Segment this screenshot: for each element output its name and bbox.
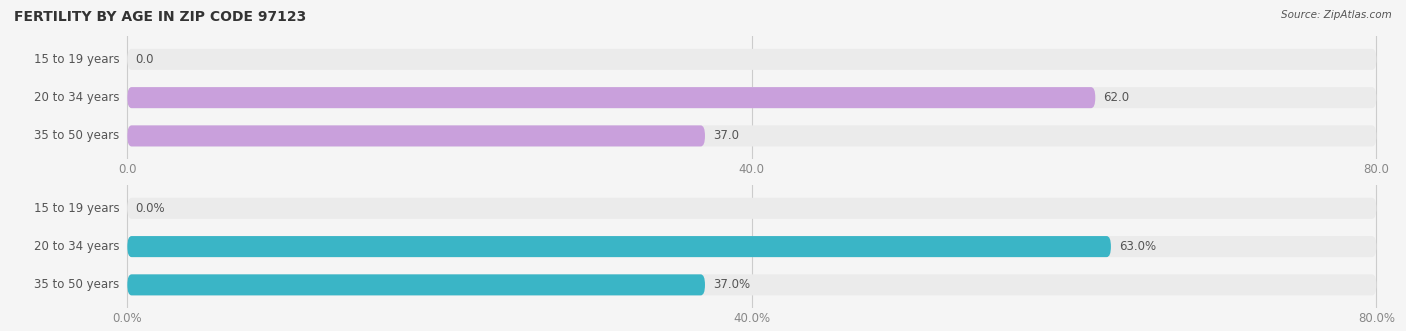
Text: 62.0: 62.0: [1104, 91, 1129, 104]
FancyBboxPatch shape: [128, 274, 704, 295]
Text: 20 to 34 years: 20 to 34 years: [34, 240, 120, 253]
FancyBboxPatch shape: [128, 87, 1376, 108]
Text: 15 to 19 years: 15 to 19 years: [34, 202, 120, 215]
FancyBboxPatch shape: [128, 49, 1376, 70]
FancyBboxPatch shape: [128, 198, 1376, 219]
Text: 0.0%: 0.0%: [135, 202, 165, 215]
Text: 35 to 50 years: 35 to 50 years: [34, 129, 120, 142]
FancyBboxPatch shape: [128, 125, 704, 146]
FancyBboxPatch shape: [128, 125, 1376, 146]
Text: 63.0%: 63.0%: [1119, 240, 1156, 253]
FancyBboxPatch shape: [128, 274, 1376, 295]
Text: 37.0: 37.0: [713, 129, 738, 142]
Text: 15 to 19 years: 15 to 19 years: [34, 53, 120, 66]
Text: FERTILITY BY AGE IN ZIP CODE 97123: FERTILITY BY AGE IN ZIP CODE 97123: [14, 10, 307, 24]
FancyBboxPatch shape: [128, 236, 1376, 257]
FancyBboxPatch shape: [128, 87, 1095, 108]
Text: Source: ZipAtlas.com: Source: ZipAtlas.com: [1281, 10, 1392, 20]
Text: 20 to 34 years: 20 to 34 years: [34, 91, 120, 104]
Text: 37.0%: 37.0%: [713, 278, 749, 291]
FancyBboxPatch shape: [128, 236, 1111, 257]
Text: 35 to 50 years: 35 to 50 years: [34, 278, 120, 291]
Text: 0.0: 0.0: [135, 53, 153, 66]
